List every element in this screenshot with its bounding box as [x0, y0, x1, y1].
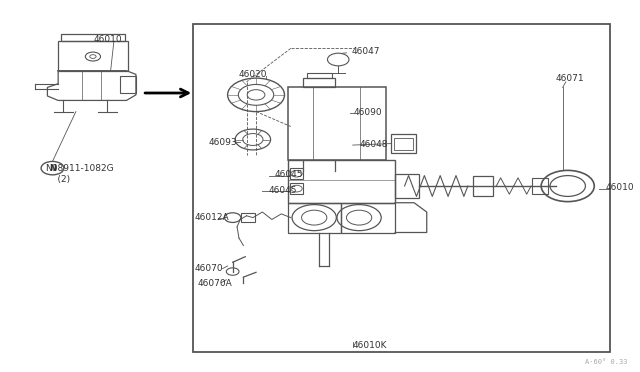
Text: N08911-1082G: N08911-1082G	[45, 164, 114, 173]
Bar	[395, 174, 419, 198]
Bar	[58, 41, 128, 71]
Text: 46010K: 46010K	[353, 341, 387, 350]
Bar	[61, 34, 125, 41]
Text: 46010: 46010	[605, 183, 634, 192]
Bar	[307, 73, 332, 78]
Bar	[473, 176, 493, 196]
Text: 46048: 46048	[359, 140, 388, 149]
Bar	[287, 203, 341, 232]
Bar	[303, 78, 335, 87]
Bar	[289, 183, 303, 194]
Text: (2): (2)	[45, 175, 70, 184]
Text: 46047: 46047	[351, 47, 380, 56]
Bar	[287, 160, 395, 203]
Text: 46010: 46010	[93, 35, 122, 44]
Text: 46045: 46045	[269, 186, 297, 195]
Text: 46045: 46045	[275, 170, 303, 179]
Bar	[532, 178, 548, 194]
Text: 46012A: 46012A	[195, 213, 229, 222]
Bar	[394, 138, 413, 150]
Text: 46090: 46090	[354, 108, 383, 117]
Bar	[120, 76, 136, 93]
Text: N: N	[49, 164, 56, 173]
Bar	[341, 203, 395, 232]
Bar	[287, 87, 386, 160]
Text: A·60° 0.33: A·60° 0.33	[585, 359, 627, 365]
Text: 46093: 46093	[209, 138, 237, 147]
Bar	[390, 134, 416, 153]
Bar	[193, 24, 610, 352]
Text: 46070A: 46070A	[197, 279, 232, 288]
Text: 46020: 46020	[239, 70, 268, 79]
Bar	[241, 213, 255, 222]
Text: 46071: 46071	[555, 74, 584, 83]
Bar	[289, 168, 303, 179]
Text: 46070: 46070	[194, 264, 223, 273]
